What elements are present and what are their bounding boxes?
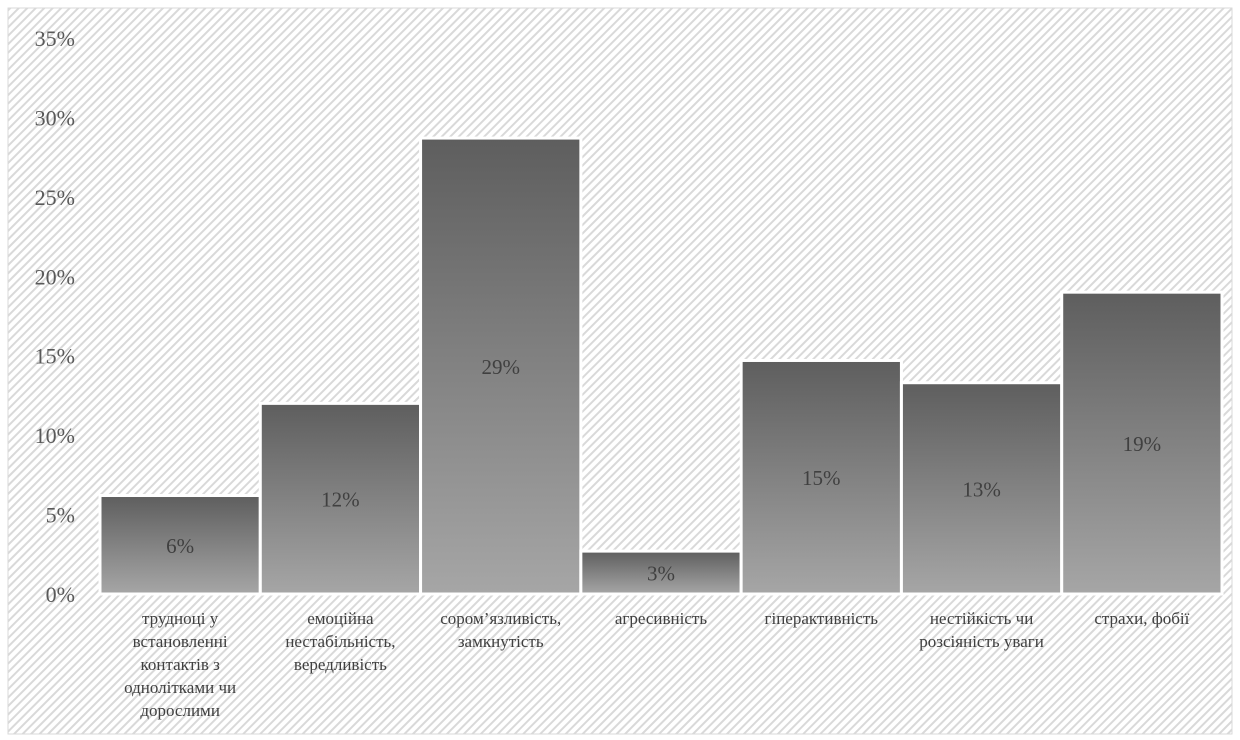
x-category-label-line: нестабільність, — [285, 632, 395, 651]
bars-group — [98, 136, 1224, 596]
bar — [739, 358, 903, 596]
data-label: 3% — [647, 562, 675, 586]
bar — [1060, 290, 1224, 596]
y-tick-label: 35% — [35, 26, 75, 51]
x-category-label: нестійкість чи розсіяність уваги — [919, 609, 1044, 651]
data-label: 19% — [1123, 432, 1162, 456]
x-category-label: агресивність — [615, 609, 707, 628]
y-tick-label: 15% — [35, 344, 75, 369]
data-label: 15% — [802, 466, 841, 490]
x-category-label-line: нестійкість чи — [930, 609, 1033, 628]
data-label: 6% — [166, 534, 194, 558]
x-category-label-line: замкнутість — [458, 632, 544, 651]
data-label: 29% — [481, 355, 520, 379]
y-tick-label: 10% — [35, 423, 75, 448]
y-axis: 0% 5% 10% 15% 20% 25% 30% 35% — [35, 26, 75, 607]
y-tick-label: 5% — [46, 503, 75, 528]
x-category-label-line: гіперактивність — [765, 609, 879, 628]
x-category-label: сором’язливість, замкнутість — [440, 609, 561, 651]
data-labels-group: 6% 12% 29% 3% 15% 13% 19% — [166, 355, 1161, 586]
x-category-label-line: розсіяність уваги — [919, 632, 1044, 651]
x-category-label-line: емоційна — [307, 609, 374, 628]
x-axis: трудноці у встановленні контактів з одноліт… — [124, 609, 1189, 720]
x-category-label-line: сором’язливість, — [440, 609, 561, 628]
x-category-label: трудноці у встановленні контактів з одноліт… — [124, 609, 236, 720]
x-category-label-line: контактів з — [140, 655, 220, 674]
y-tick-label: 0% — [46, 582, 75, 607]
x-category-label-line: вередливість — [294, 655, 387, 674]
x-category-label-line: трудноці у — [142, 609, 219, 628]
y-tick-label: 30% — [35, 105, 75, 130]
x-category-label-line: дорослими — [140, 701, 220, 720]
data-label: 13% — [962, 477, 1001, 501]
x-category-label-line: встановленні — [133, 632, 228, 651]
chart-background — [7, 7, 1233, 735]
y-tick-label: 20% — [35, 264, 75, 289]
data-label: 12% — [321, 488, 360, 512]
bar — [419, 136, 583, 596]
x-category-label-line: агресивність — [615, 609, 707, 628]
bar — [98, 494, 262, 596]
x-category-label: страхи, фобії — [1094, 609, 1189, 628]
bar — [258, 401, 423, 596]
x-category-label: емоційна нестабільність, вередливість — [285, 609, 395, 674]
x-category-label-line: страхи, фобії — [1094, 609, 1189, 628]
bar — [899, 381, 1064, 596]
y-tick-label: 25% — [35, 185, 75, 210]
x-category-label: гіперактивність — [765, 609, 879, 628]
x-category-label-line: однолітками чи — [124, 678, 236, 697]
